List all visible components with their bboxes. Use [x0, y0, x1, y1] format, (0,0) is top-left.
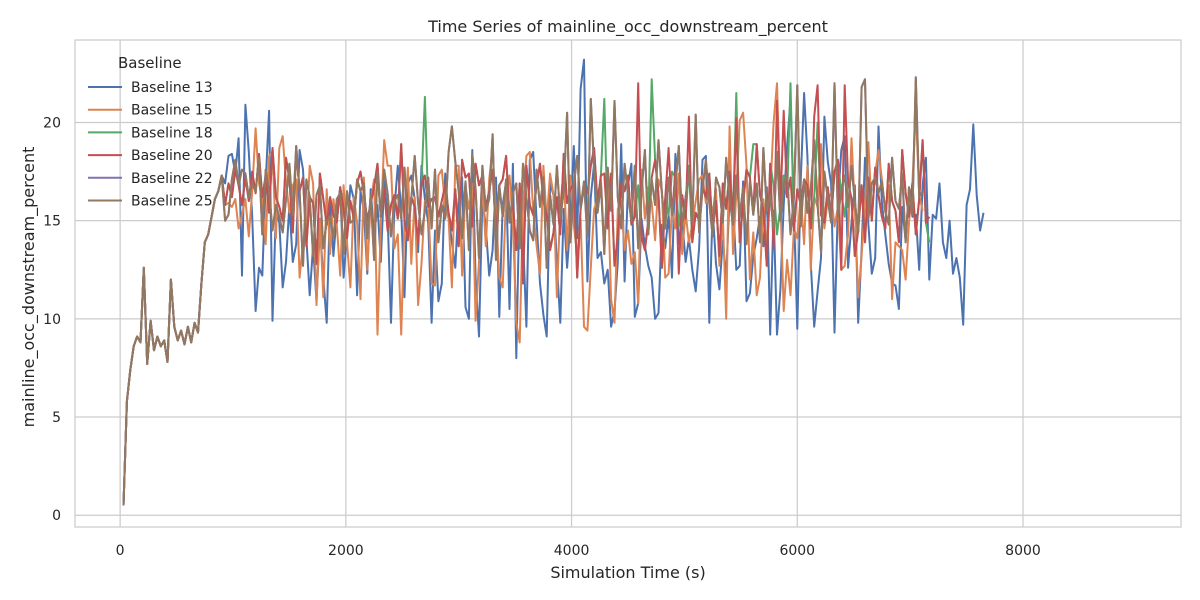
x-tick-label: 8000: [1005, 543, 1041, 559]
legend-items: Baseline 13 Baseline 15 Baseline 18 Baselin…: [88, 80, 213, 210]
y-tick-label: 0: [52, 508, 61, 524]
x-tick-label: 4000: [554, 543, 590, 559]
y-tick-label: 10: [43, 312, 61, 328]
legend-title: Baseline: [118, 54, 182, 72]
legend-label-baseline-22: Baseline 22: [131, 171, 213, 187]
y-tick-label: 15: [43, 214, 61, 230]
tick-labels: 0 2000 4000 6000 8000 0 5 10 15 20: [43, 115, 1041, 559]
x-tick-label: 0: [116, 543, 125, 559]
plot-frame: [74, 39, 1182, 528]
x-tick-label: 2000: [328, 543, 364, 559]
series-line-baseline-15: [122, 82, 924, 506]
legend-label-baseline-15: Baseline 15: [131, 103, 213, 119]
legend-label-baseline-18: Baseline 18: [131, 125, 213, 141]
y-tick-label: 5: [52, 410, 61, 426]
legend-label-baseline-13: Baseline 13: [131, 80, 213, 96]
grid: [75, 40, 1181, 527]
chart-title: Time Series of mainline_occ_downstream_p…: [427, 17, 828, 37]
legend-label-baseline-20: Baseline 20: [131, 148, 213, 164]
x-tick-label: 6000: [779, 543, 815, 559]
series-line-baseline-25: [122, 76, 924, 506]
legend-label-baseline-25: Baseline 25: [131, 194, 213, 210]
series-lines: [122, 58, 985, 506]
y-tick-label: 20: [43, 115, 61, 131]
x-axis-title: Simulation Time (s): [550, 563, 705, 582]
y-axis-title: mainline_occ_downstream_percent: [19, 147, 39, 428]
